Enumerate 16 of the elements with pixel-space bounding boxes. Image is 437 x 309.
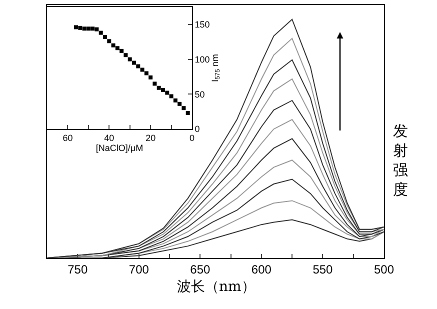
x-tick-label: 20 bbox=[146, 132, 156, 143]
y-axis-title: 发射强度 bbox=[393, 122, 408, 198]
y-tick-label: 100 bbox=[194, 54, 210, 64]
x-tick-label: 750 bbox=[68, 262, 88, 276]
y-tick-label: 150 bbox=[194, 20, 210, 30]
y-tick-label: 0 bbox=[194, 124, 200, 134]
x-tick-label: 700 bbox=[128, 262, 150, 276]
x-tick-label: 500 bbox=[374, 262, 394, 276]
x-tick-label: 650 bbox=[190, 262, 211, 276]
x-tick-label: 550 bbox=[312, 262, 334, 276]
x-axis-title: 波长（nm） bbox=[177, 279, 256, 295]
x-axis-title: [NaClO]/μM bbox=[96, 142, 144, 153]
y-tick-label: 50 bbox=[194, 89, 205, 100]
x-tick-label: 60 bbox=[62, 132, 73, 143]
x-tick-label: 600 bbox=[251, 262, 272, 276]
x-tick-label: 40 bbox=[104, 132, 114, 143]
